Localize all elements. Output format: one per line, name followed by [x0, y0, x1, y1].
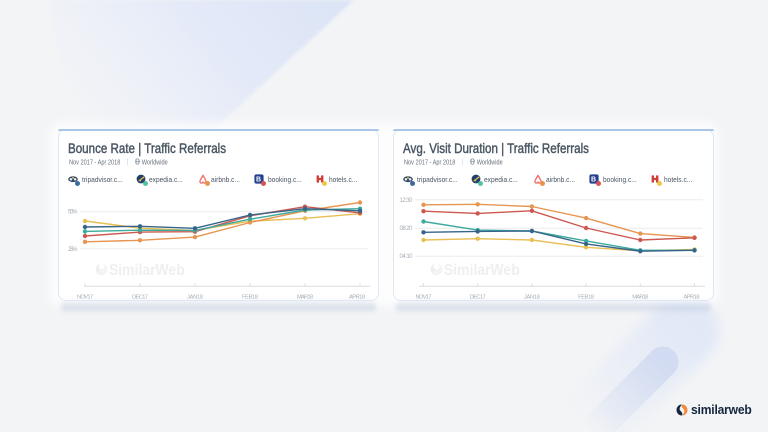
svg-text:12:30: 12:30 [399, 198, 413, 204]
svg-text:DEC17: DEC17 [469, 295, 485, 300]
svg-text:APR18: APR18 [349, 295, 365, 300]
svg-text:FEB18: FEB18 [578, 295, 594, 300]
svg-text:B: B [256, 177, 261, 184]
svg-text:04:10: 04:10 [399, 254, 413, 260]
svg-text:50%: 50% [68, 210, 78, 216]
svg-text:JAN18: JAN18 [523, 295, 539, 300]
svg-text:MAR18: MAR18 [632, 295, 648, 300]
svg-text:FEB18: FEB18 [242, 295, 258, 300]
svg-text:NOV17: NOV17 [77, 295, 93, 300]
svg-text:08:20: 08:20 [399, 226, 413, 232]
svg-text:MAR18: MAR18 [297, 295, 313, 300]
svg-text:B: B [591, 177, 596, 184]
svg-text:NOV17: NOV17 [415, 295, 431, 300]
svg-text:DEC17: DEC17 [132, 295, 148, 300]
svg-text:JAN18: JAN18 [187, 295, 203, 300]
svg-text:APR18: APR18 [683, 295, 699, 300]
svg-text:25%: 25% [68, 247, 78, 253]
